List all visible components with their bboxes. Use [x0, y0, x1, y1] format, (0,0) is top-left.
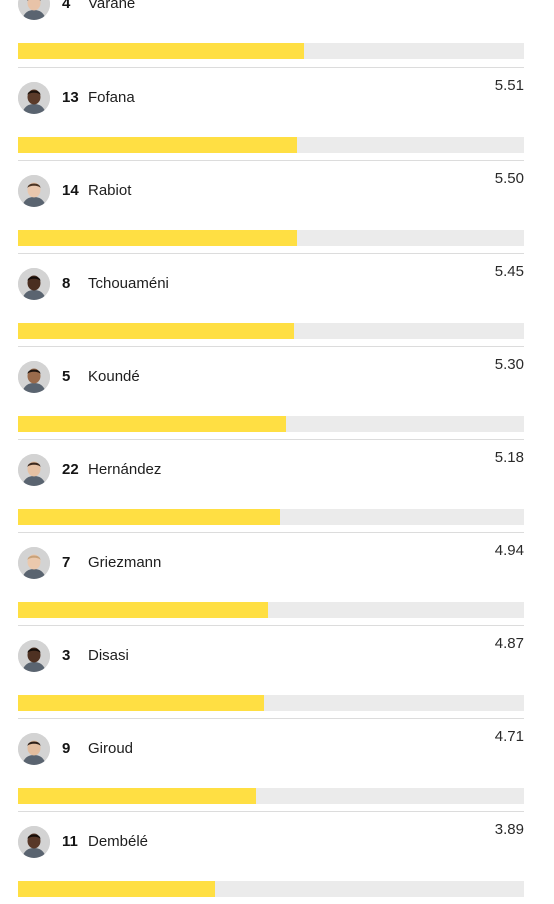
player-number: 22 [62, 461, 79, 478]
player-row: 7 Griezmann 4.94 [18, 532, 524, 625]
player-number: 8 [62, 275, 71, 292]
player-row: 22 Hernández 5.18 [18, 439, 524, 532]
player-photo-icon [18, 733, 50, 765]
player-name: Koundé [88, 368, 140, 385]
rating-bar-track [18, 43, 524, 59]
player-photo-icon [18, 826, 50, 858]
player-name: Giroud [88, 740, 134, 757]
rating-bar-track [18, 230, 524, 246]
rating-bar-fill [18, 602, 268, 618]
rating-bar-track [18, 695, 524, 711]
rating-bar-fill [18, 323, 294, 339]
player-name: Hernández [88, 461, 162, 478]
player-number: 4 [62, 0, 71, 12]
player-rating: 4.94 [494, 542, 524, 559]
rating-bar-track [18, 323, 524, 339]
player-photo-icon [18, 454, 50, 486]
rating-bar-fill [18, 43, 304, 59]
player-photo-icon [18, 175, 50, 207]
player-number: 7 [62, 554, 71, 571]
player-rating: 4.87 [494, 635, 524, 652]
player-row: 8 Tchouaméni 5.45 [18, 253, 524, 346]
player-name: Dembélé [88, 833, 149, 850]
player-name: Disasi [88, 647, 129, 664]
player-number: 14 [62, 182, 79, 199]
player-number: 3 [62, 647, 71, 664]
player-number: 13 [62, 89, 79, 106]
player-rating: 5.51 [494, 77, 524, 94]
player-rating: 5.50 [494, 170, 524, 187]
rating-bar-fill [18, 137, 297, 153]
player-name: Varane [88, 0, 136, 12]
player-name: Fofana [88, 89, 135, 106]
player-rating: 5.18 [494, 449, 524, 466]
player-row: 3 Disasi 4.87 [18, 625, 524, 718]
player-photo-icon [18, 82, 50, 114]
player-row: 5 Koundé 5.30 [18, 346, 524, 439]
player-photo-icon [18, 268, 50, 300]
player-photo-icon [18, 361, 50, 393]
player-photo-icon [18, 0, 50, 20]
player-row: 4 Varane [18, 0, 524, 67]
rating-bar-fill [18, 230, 297, 246]
rating-bar-track [18, 602, 524, 618]
player-row: 14 Rabiot 5.50 [18, 160, 524, 253]
player-name: Rabiot [88, 182, 132, 199]
rating-bar-fill [18, 416, 287, 432]
player-rating: 3.89 [494, 821, 524, 838]
player-ratings-list: 4 Varane 13 Fofana 5.51 14 Rabiot 5.50 8 Tchouamé… [18, 0, 524, 904]
player-row: 13 Fofana 5.51 [18, 67, 524, 160]
player-number: 5 [62, 368, 71, 385]
player-name: Tchouaméni [88, 275, 169, 292]
rating-bar-fill [18, 788, 257, 804]
player-photo-icon [18, 547, 50, 579]
rating-bar-fill [18, 509, 281, 525]
player-name: Griezmann [88, 554, 162, 571]
rating-bar-track [18, 788, 524, 804]
player-rating: 4.71 [494, 728, 524, 745]
player-row: 9 Giroud 4.71 [18, 718, 524, 811]
player-rating: 5.30 [494, 356, 524, 373]
player-rating: 5.45 [494, 263, 524, 280]
rating-bar-fill [18, 695, 265, 711]
player-number: 9 [62, 740, 71, 757]
rating-bar-track [18, 416, 524, 432]
rating-bar-track [18, 137, 524, 153]
player-number: 11 [62, 833, 78, 850]
rating-bar-track [18, 509, 524, 525]
player-row: 11 Dembélé 3.89 [18, 811, 524, 904]
rating-bar-track [18, 881, 524, 897]
rating-bar-fill [18, 881, 215, 897]
player-photo-icon [18, 640, 50, 672]
